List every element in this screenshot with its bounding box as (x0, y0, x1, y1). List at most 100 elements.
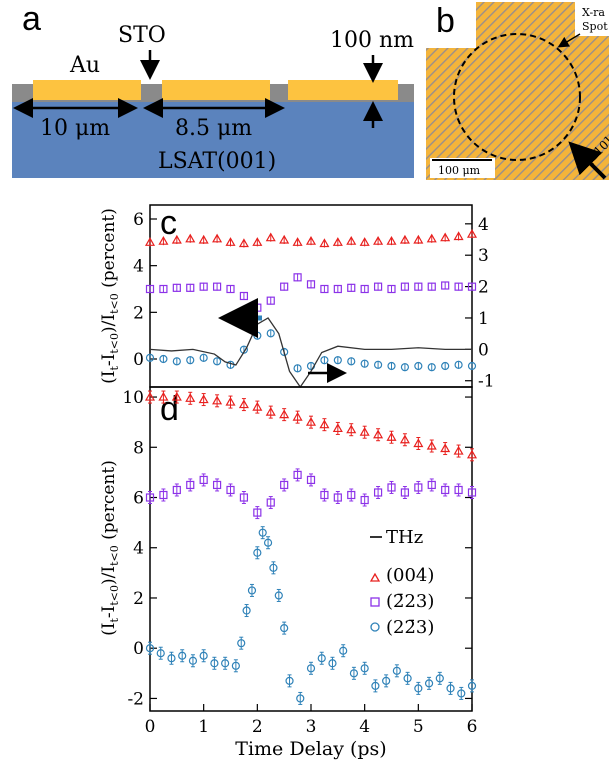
c-ytick-r-label: 0 (478, 340, 489, 360)
c-data-point (212, 233, 223, 243)
d-data-point (454, 485, 463, 495)
d-data-point (467, 488, 477, 497)
c-data-point (252, 237, 263, 246)
c-data-point (238, 238, 249, 248)
d-data-point (360, 664, 369, 673)
c-data-point (265, 232, 276, 242)
spot-label-box (575, 2, 609, 36)
x-axis-label: Time Delay (ps) (235, 738, 386, 760)
c-data-point (400, 282, 410, 291)
d-data-point (403, 674, 412, 683)
direction-arrow (568, 141, 607, 180)
d-ytick-label: 8 (133, 438, 144, 458)
d-data-point (269, 563, 278, 572)
d-data-point (346, 424, 357, 434)
d-data-point (263, 538, 273, 547)
d-ytick-label: 0 (133, 639, 144, 659)
d-data-point (347, 490, 356, 500)
width-label: 10 μm (40, 116, 110, 141)
d-data-point (252, 401, 263, 411)
c-data-point (212, 282, 222, 291)
panel-c: c 0 2 4 6 -1 0 1 2 3 4 (133, 204, 494, 392)
d-data-point (317, 654, 326, 663)
d-data-point (266, 498, 275, 507)
d-data-point (279, 409, 290, 419)
c-data-point (172, 283, 181, 292)
c-data-point (453, 231, 464, 241)
c-data-point (466, 228, 478, 238)
d-data-point (253, 548, 262, 557)
plot-frame-c (149, 204, 473, 388)
d-data-point (371, 681, 380, 690)
c-data-point (427, 363, 436, 372)
d-data-point (185, 393, 196, 402)
panel-a-letter: a (22, 0, 41, 38)
d-data-point (231, 661, 240, 670)
c-ytick-r-label: 2 (478, 278, 489, 298)
d-data-point (144, 391, 156, 401)
c-thz-curve (149, 317, 472, 389)
legend-m223: (2̄23) (386, 591, 434, 612)
c-data-point (145, 284, 155, 294)
c-data-point (347, 357, 356, 366)
svg-text:(It-It<0)/It<0 (percent): (It-It<0)/It<0 (percent) (99, 208, 121, 384)
d-data-point (373, 429, 384, 439)
scale-bar-box (430, 158, 495, 178)
c-data-point (454, 282, 463, 291)
c-data-point (413, 234, 424, 244)
thickness-label: 100 nm (330, 28, 414, 53)
c-data-point (359, 237, 370, 246)
c-ytick-r-label: 1 (478, 309, 489, 329)
d-data-point (382, 676, 391, 685)
c-ytick-label: 0 (133, 350, 144, 370)
d-data-point (349, 669, 359, 678)
d-data-point (156, 649, 165, 658)
d-data-point (237, 639, 246, 648)
c-data-point (333, 284, 342, 294)
d-data-point (441, 485, 450, 495)
c-data-point (293, 364, 302, 373)
c-data (144, 228, 478, 389)
d-data-point (221, 659, 230, 668)
d-data-point (171, 391, 182, 401)
d-data-point (212, 480, 222, 490)
d-data-point (387, 483, 396, 492)
panel-c-letter: c (160, 204, 177, 242)
c-ytick-r-label: -1 (478, 372, 495, 392)
legend-2m23: (22̄3) (386, 617, 434, 638)
c-ytick-r-label: 3 (478, 246, 489, 266)
panel-a: a Au STO 100 nm 10 μm 8.5 μm LSAT(001) (12, 0, 414, 178)
d-data-point (247, 586, 257, 595)
spot-label-line1: X-ra (582, 6, 605, 19)
d-ytick-label: 10 (122, 388, 144, 408)
c-data-point (306, 280, 316, 289)
d-data-point (292, 411, 303, 421)
c-right-ticks: -1 0 1 2 3 4 (465, 215, 495, 392)
d-data-point (178, 651, 187, 660)
panel-b: b X-ra Spot 100 μm [110] (426, 2, 609, 180)
d-data-point (188, 656, 198, 665)
d-data-point (238, 399, 249, 409)
d-xtick-label: 1 (198, 717, 209, 737)
c-data-point (373, 235, 384, 245)
c-ytick-r-label: 4 (478, 215, 489, 235)
c-data-point (360, 284, 369, 294)
legend: THz (004) (2̄23) (22̄3) (369, 527, 434, 638)
legend-marker-2m23 (370, 622, 380, 632)
d-bottom-ticks: 0 1 2 3 4 5 6 (145, 704, 477, 737)
d-data-point (467, 681, 477, 690)
d-data-point (373, 488, 383, 497)
c-data-point (199, 353, 208, 362)
d-data-point (186, 480, 195, 490)
d-data-point (167, 654, 176, 663)
legend-thz: THz (386, 527, 423, 548)
d-data-point (320, 490, 329, 500)
c-data-point (454, 360, 463, 369)
c-data-point (292, 237, 303, 246)
svg-text:(It-It<0)/It<0 (percent): (It-It<0)/It<0 (percent) (99, 460, 121, 636)
d-data-point (212, 395, 223, 405)
d-data-point (239, 493, 249, 502)
c-data-point (158, 235, 169, 245)
